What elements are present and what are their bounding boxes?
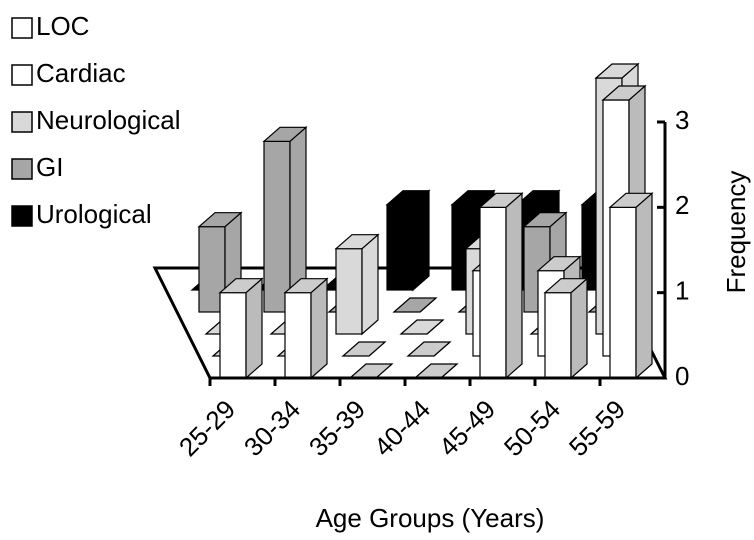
bar <box>341 341 387 357</box>
bar-front <box>263 140 291 313</box>
y-tick-label: 2 <box>675 190 689 220</box>
legend-label: Neurological <box>36 105 181 135</box>
x-tick-label: 25-29 <box>173 394 241 462</box>
x-tick-label: 45-49 <box>433 394 501 462</box>
legend-label: LOC <box>36 11 89 41</box>
y-tick-label: 1 <box>675 276 689 306</box>
bar-top <box>399 319 445 335</box>
bar <box>478 192 524 380</box>
bar <box>543 277 589 380</box>
bar-top <box>478 192 524 208</box>
bar-top <box>601 85 647 101</box>
bar-top <box>218 278 264 294</box>
legend-swatch <box>11 64 33 86</box>
bar <box>218 277 264 380</box>
bar-top <box>536 256 582 272</box>
x-tick-label: 40-44 <box>368 394 436 462</box>
bar-side <box>310 277 328 380</box>
y-axis-title: Frequency <box>721 171 751 294</box>
bar-front <box>219 292 247 379</box>
legend-swatch <box>11 17 33 39</box>
bar <box>334 233 380 336</box>
bar-side <box>570 277 588 380</box>
x-tick-label: 35-39 <box>303 394 371 462</box>
bar-front <box>386 204 414 291</box>
legend-swatch <box>11 205 33 227</box>
bar-top <box>543 278 589 294</box>
bar-side <box>505 192 523 380</box>
bar-side <box>412 189 430 292</box>
bar-top <box>197 212 243 228</box>
bar-top <box>385 190 431 206</box>
bar-front <box>544 292 572 379</box>
bar <box>399 319 445 335</box>
bar <box>392 297 438 313</box>
bar-side <box>635 192 653 380</box>
x-tick-label: 30-34 <box>238 394 306 462</box>
bar-side <box>361 233 379 336</box>
x-axis-title: Age Groups (Years) <box>316 503 545 533</box>
bar-top <box>392 297 438 313</box>
legend-swatch <box>11 158 33 180</box>
x-tick-label: 50-54 <box>498 394 566 462</box>
bar-top <box>406 341 452 357</box>
bar <box>283 277 329 380</box>
bar <box>385 189 431 292</box>
bar-side <box>245 277 263 380</box>
y-tick-label: 0 <box>675 361 689 391</box>
legend-swatch <box>11 111 33 133</box>
bar-front <box>335 248 363 335</box>
bar-top <box>262 126 308 142</box>
bar-top <box>334 234 380 250</box>
legend-label: Cardiac <box>36 58 126 88</box>
legend-label: GI <box>36 152 63 182</box>
bar-front <box>609 206 637 379</box>
bar <box>406 341 452 357</box>
bar-top <box>594 63 640 79</box>
bar-top <box>450 190 496 206</box>
x-tick-label: 55-59 <box>563 394 631 462</box>
bar-front <box>479 206 507 379</box>
bar <box>608 192 654 380</box>
bar-front <box>284 292 312 379</box>
y-tick-label: 3 <box>675 105 689 135</box>
bar-top <box>515 190 561 206</box>
bar-top <box>283 278 329 294</box>
bar-top <box>608 192 654 208</box>
bar-top <box>341 341 387 357</box>
legend-label: Urological <box>36 199 152 229</box>
bar-top <box>522 212 568 228</box>
bar <box>262 126 308 314</box>
